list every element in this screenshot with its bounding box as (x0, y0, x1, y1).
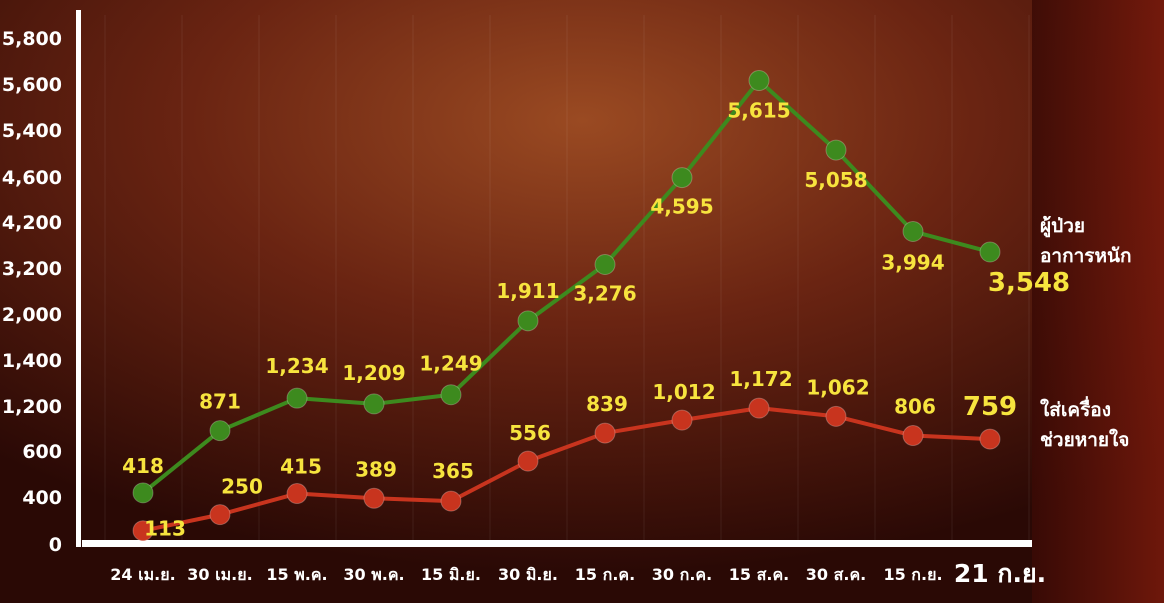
right-panel-background (1032, 0, 1164, 603)
y-tick-label: 0 (49, 534, 62, 556)
x-tick-label: 15 พ.ค. (266, 565, 327, 584)
series-2-point (286, 483, 308, 505)
data-label: 389 (355, 457, 397, 481)
y-tick-label: 5,400 (2, 120, 62, 142)
series-2-point (671, 409, 693, 431)
y-tick-label: 5,600 (2, 74, 62, 96)
series-1-point (517, 310, 539, 332)
data-label: 806 (894, 395, 936, 419)
x-tick-label: 24 เม.ย. (110, 565, 175, 584)
y-tick-label: 5,800 (2, 28, 62, 50)
x-tick-label: 15 ก.ย. (883, 565, 942, 584)
data-label: 113 (144, 517, 186, 541)
x-axis-bar (82, 540, 1032, 547)
legend-label-1: ผู้ป่วย (1040, 215, 1085, 238)
data-label: 871 (199, 390, 241, 414)
data-label: 1,249 (419, 352, 482, 376)
series-1-point (363, 393, 385, 415)
y-tick-label: 400 (22, 487, 62, 509)
series-2-point (902, 425, 924, 447)
data-label: 1,012 (652, 380, 715, 404)
data-label: 3,548 (988, 268, 1070, 298)
x-tick-label: 15 ก.ค. (575, 565, 635, 584)
x-tick-label: 30 ก.ค. (652, 565, 712, 584)
series-1-point (748, 70, 770, 92)
series-2-point (594, 422, 616, 444)
y-tick-label: 4,600 (2, 167, 62, 189)
series-2-point (440, 490, 462, 512)
series-2-point (363, 487, 385, 509)
series-1-point (594, 254, 616, 276)
series-line-1 (141, 78, 991, 495)
y-tick-label: 3,200 (2, 258, 62, 280)
data-label: 1,234 (265, 354, 328, 378)
x-axis: 24 เม.ย. 30 เม.ย. 15 พ.ค. 30 พ.ค. 15 มิ.ย. 30… (110, 559, 1046, 588)
y-tick-label: 4,200 (2, 212, 62, 234)
y-tick-label: 1,400 (2, 350, 62, 372)
series-2-point (825, 405, 847, 427)
data-label: 3,276 (573, 282, 636, 306)
legend-label-2: ช่วยหายใจ (1040, 428, 1129, 451)
y-axis-bar (76, 10, 81, 547)
series-1-point (979, 241, 1001, 263)
x-tick-label: 30 ส.ค. (806, 565, 866, 584)
data-label: 1,209 (342, 361, 405, 385)
data-label: 4,595 (650, 195, 713, 219)
data-labels: 418 871 1,234 1,209 1,249 1,911 3,276 4,595 5,61… (122, 99, 1070, 541)
data-label: 1,062 (806, 375, 869, 399)
gridlines (104, 15, 1030, 540)
x-tick-label: 30 เม.ย. (187, 565, 252, 584)
series-1-point (440, 384, 462, 406)
series-1-point (286, 387, 308, 409)
x-tick-label: 15 มิ.ย. (421, 565, 481, 584)
legend-label-1: อาการหนัก (1040, 245, 1131, 267)
series-2-point (132, 520, 154, 542)
x-tick-label: 21 ก.ย. (954, 559, 1046, 588)
series-2-point (979, 428, 1001, 450)
legend-label-2: ใส่เครื่อง (1040, 396, 1111, 421)
series (132, 70, 1001, 542)
data-label: 5,058 (804, 168, 867, 192)
series-2-point (209, 504, 231, 526)
data-label: 415 (280, 455, 322, 479)
data-label: 759 (963, 392, 1017, 422)
x-tick-label: 30 พ.ค. (343, 565, 404, 584)
data-label: 839 (586, 392, 628, 416)
y-tick-label: 600 (22, 441, 62, 463)
data-label: 250 (221, 475, 263, 499)
data-label: 556 (509, 421, 551, 445)
series-1-point (825, 139, 847, 161)
series-2-point (748, 397, 770, 419)
y-tick-label: 2,000 (2, 304, 62, 326)
series-1-point (209, 420, 231, 442)
series-1-point (132, 482, 154, 504)
series-2-point (517, 450, 539, 472)
x-tick-label: 30 มิ.ย. (498, 565, 558, 584)
data-label: 1,911 (496, 279, 559, 303)
x-tick-label: 15 ส.ค. (729, 565, 789, 584)
y-axis: 0 400 600 1,200 1,400 2,000 3,200 4,200 4,600 5,4… (2, 28, 62, 556)
series-1-point (902, 220, 924, 242)
series-1-point (671, 167, 693, 189)
y-tick-label: 1,200 (2, 396, 62, 418)
data-label: 1,172 (729, 367, 792, 391)
series-line-2 (142, 406, 991, 533)
data-label: 5,615 (727, 99, 790, 123)
data-label: 418 (122, 454, 164, 478)
data-label: 365 (432, 459, 474, 483)
data-label: 3,994 (881, 250, 944, 274)
